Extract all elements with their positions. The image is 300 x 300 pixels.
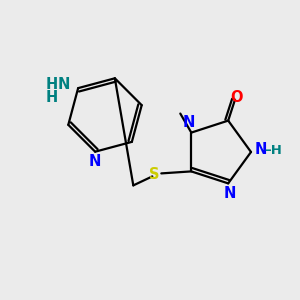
Text: N: N (183, 115, 196, 130)
Text: N: N (224, 186, 236, 201)
Text: N: N (58, 76, 70, 92)
Text: O: O (231, 90, 243, 105)
Text: N: N (89, 154, 101, 169)
Text: S: S (149, 167, 160, 182)
Text: –H: –H (264, 143, 282, 157)
Text: H: H (46, 76, 58, 92)
Text: H: H (46, 90, 58, 105)
Text: N: N (255, 142, 267, 158)
